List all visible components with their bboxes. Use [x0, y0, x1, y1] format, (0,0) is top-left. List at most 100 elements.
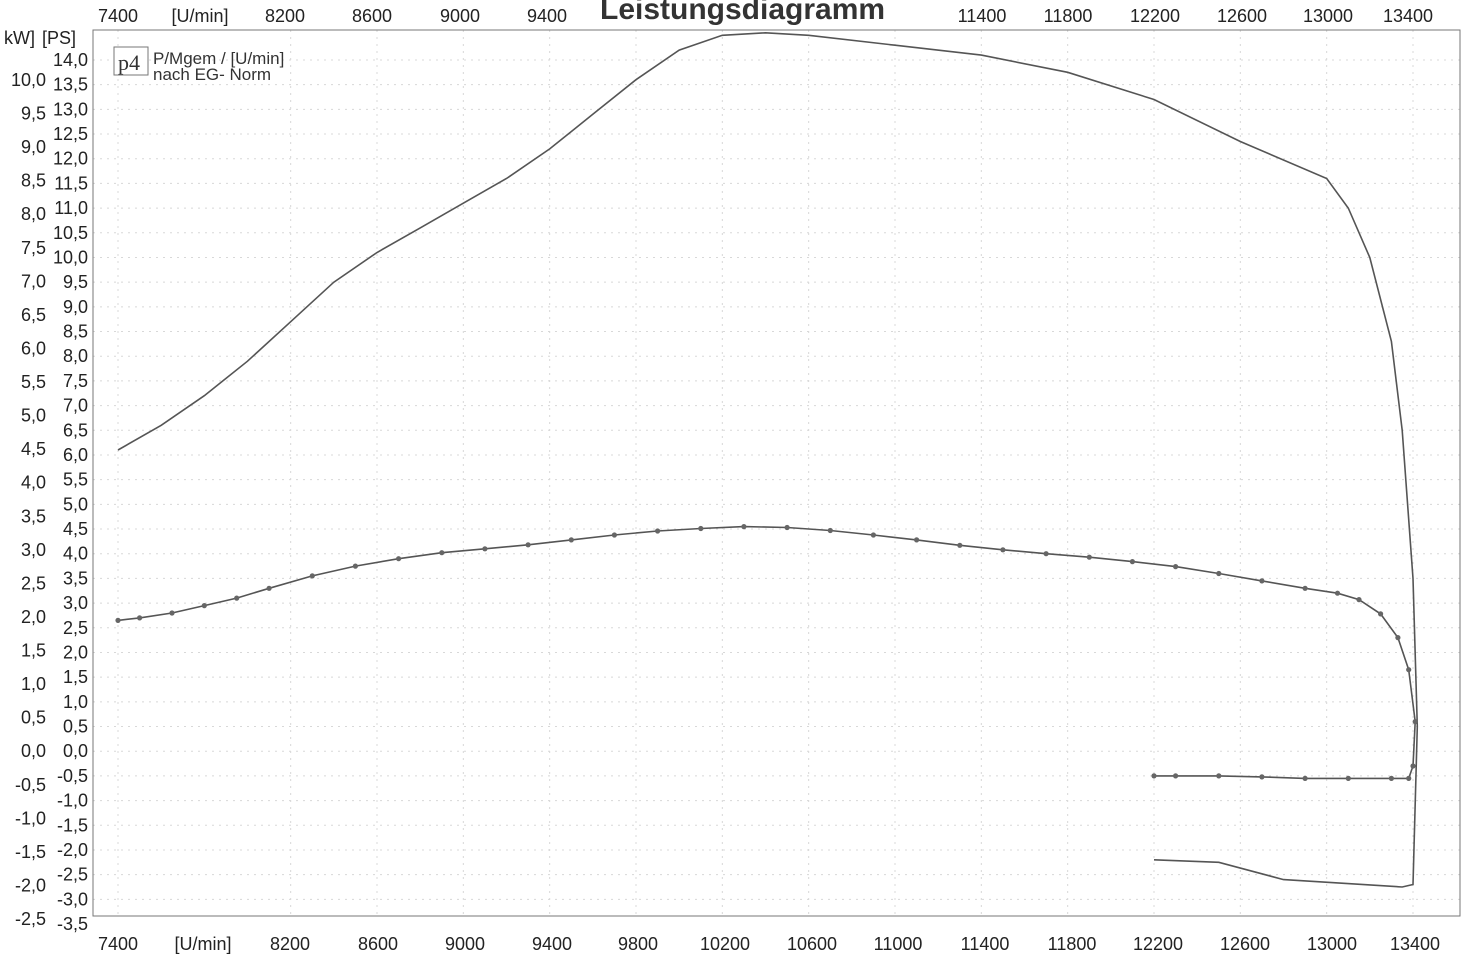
series-2-point: [568, 537, 574, 543]
series-2-point: [1000, 547, 1006, 553]
series-2-point: [1412, 719, 1418, 725]
y-right-tick-label: 7,0: [63, 396, 88, 416]
y-left-tick-label: 7,5: [21, 238, 46, 258]
y-right-tick-label: 5,0: [63, 494, 88, 514]
y-right-tick-label: 8,5: [63, 322, 88, 342]
y-right-tick-label: 6,5: [63, 420, 88, 440]
series-2-point: [266, 585, 272, 591]
y-right-tick-label: -3,5: [57, 914, 88, 934]
series-2-point: [1345, 775, 1351, 782]
series-2-point: [525, 542, 531, 548]
grid-lines: [93, 30, 1460, 916]
y-right-tick-label: 11,0: [54, 198, 88, 218]
y-left-tick-label: -2,5: [15, 909, 46, 929]
series-2-point: [1173, 773, 1179, 779]
y-axis-left-kw-labels: 10,0 9,5 9,0 8,5 8,0 7,5 7,0 6,5 6,0 5,5 5,0 4,5 4,0…: [11, 70, 46, 929]
y-right-tick-label: 12,5: [53, 124, 88, 144]
series-2-point: [1216, 570, 1222, 577]
x-top-tick-label: 7400: [98, 6, 138, 26]
series-2-point: [115, 617, 121, 624]
x-bottom-tick-label: [U/min]: [174, 934, 231, 954]
y-right-unit-label: [PS]: [42, 28, 76, 48]
y-left-tick-label: 2,0: [21, 607, 46, 627]
y-left-tick-label: 5,0: [21, 406, 46, 426]
x-bottom-tick-label: 11000: [874, 934, 923, 954]
y-left-tick-label: -2,0: [15, 876, 46, 896]
y-right-tick-label: 8,0: [63, 346, 88, 366]
series-2-point: [309, 573, 315, 579]
y-right-tick-label: 1,5: [63, 667, 88, 687]
y-right-tick-label: 6,0: [63, 445, 88, 465]
series-2-point: [1043, 551, 1049, 557]
series-2-point: [914, 537, 920, 543]
series-2-point: [482, 546, 488, 552]
series-2-point: [1410, 763, 1416, 769]
series-2-point: [1151, 773, 1157, 779]
x-top-tick-label: 11800: [1044, 6, 1093, 26]
plot-area-frame: [92, 29, 1461, 917]
x-axis-top-labels: 7400 [U/min] 8200 8600 9000 9400 11400 11800 122…: [98, 6, 1433, 26]
y-right-tick-label: 10,0: [53, 248, 88, 268]
y-right-tick-label: 0,0: [63, 741, 88, 761]
y-right-tick-label: -1,5: [57, 815, 88, 835]
series-2-point: [655, 528, 661, 534]
x-bottom-tick-label: 11400: [961, 934, 1010, 954]
y-right-tick-label: -1,0: [57, 791, 88, 811]
x-top-tick-label: 12200: [1130, 6, 1180, 26]
series-2-point: [1388, 775, 1394, 782]
legend-line-2: nach EG- Norm: [153, 65, 271, 84]
legend-badge-box: [113, 46, 149, 76]
x-bottom-tick-label: 12600: [1220, 934, 1270, 954]
series-1-line: [117, 31, 1419, 888]
series-2-point: [352, 563, 358, 569]
y-right-tick-label: 7,5: [63, 371, 88, 391]
x-top-tick-label: 9000: [440, 6, 480, 26]
series-2-point: [1129, 559, 1135, 565]
series-2-point: [1259, 578, 1265, 584]
x-bottom-tick-label: 12200: [1133, 934, 1183, 954]
x-bottom-tick-label: 10200: [700, 934, 750, 954]
y-left-tick-label: -1,5: [15, 842, 46, 862]
legend-line-1: P/Mgem / [U/min]: [153, 49, 284, 68]
y-right-tick-label: 9,5: [63, 272, 88, 292]
y-left-tick-label: 6,5: [21, 305, 46, 325]
x-bottom-tick-label: 8600: [358, 934, 398, 954]
series-2-point: [1086, 554, 1092, 560]
series-lines: [115, 31, 1419, 888]
x-top-tick-label: 13400: [1383, 6, 1433, 26]
series-2-point: [827, 527, 833, 534]
x-bottom-tick-label: 7400: [98, 934, 138, 954]
series-2-point: [1406, 775, 1412, 782]
y-right-tick-label: -2,5: [57, 865, 88, 885]
series-2-point: [1356, 597, 1362, 603]
x-top-tick-label: 11400: [958, 6, 1007, 26]
y-left-tick-label: 1,0: [21, 674, 46, 694]
x-top-tick-label: [U/min]: [171, 6, 228, 26]
series-2-point: [870, 532, 877, 538]
y-left-tick-label: 8,5: [21, 171, 46, 191]
x-bottom-tick-label: 9000: [445, 934, 485, 954]
y-right-tick-label: -0,5: [57, 766, 88, 786]
series-2-point: [1334, 590, 1341, 596]
legend-badge: p4: [118, 50, 140, 75]
x-top-tick-label: 9400: [527, 6, 567, 26]
y-right-tick-label: -3,0: [57, 889, 88, 909]
y-axis-right-ps-labels: 14,0 13,5 13,0 12,5 12,0 11,5 11,0 10,5 10,0 9,5 9…: [53, 50, 88, 934]
x-bottom-tick-label: 13400: [1390, 934, 1440, 954]
x-bottom-tick-label: 11800: [1048, 934, 1097, 954]
y-left-tick-label: -1,0: [15, 808, 46, 828]
y-left-tick-label: 2,5: [21, 573, 46, 593]
y-left-tick-label: 0,5: [21, 708, 46, 728]
chart-title: Leistungsdiagramm: [600, 0, 885, 26]
y-left-tick-label: 1,5: [21, 641, 46, 661]
y-left-tick-label: 0,0: [21, 741, 46, 761]
y-left-tick-label: -0,5: [15, 775, 46, 795]
y-right-tick-label: 5,5: [63, 470, 88, 490]
series-2-point: [137, 615, 143, 621]
y-right-tick-label: 12,0: [53, 149, 88, 169]
y-right-tick-label: 13,5: [53, 75, 88, 95]
y-left-tick-label: 3,5: [21, 506, 46, 526]
y-right-tick-label: 3,0: [63, 593, 88, 613]
y-right-tick-label: 3,5: [63, 568, 88, 588]
